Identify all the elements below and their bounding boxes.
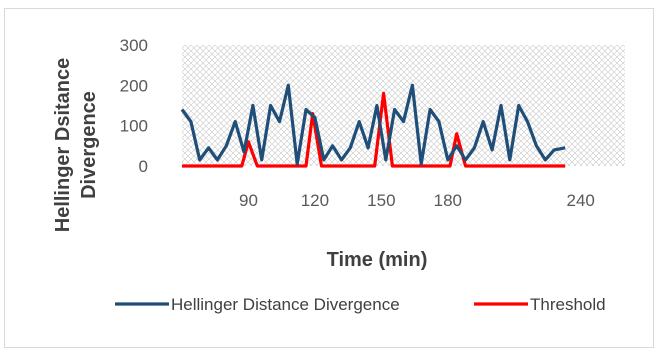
plot-area [182,45,625,166]
x-tick-labels: 90 120 150 180 240 [239,191,595,210]
y-axis-title-line-2: Divergence [78,91,100,199]
y-axis-title-line-1: Hellinger Dsitance [52,58,74,233]
series-line [182,91,566,168]
series-line [180,83,566,166]
x-tick-label: 180 [434,191,462,210]
y-tick-label: 300 [120,36,148,55]
y-tick-label: 100 [120,117,148,136]
x-tick-label: 240 [567,191,595,210]
x-tick-label: 150 [367,191,395,210]
chart-svg: 0 100 200 300 90 120 150 180 240 Hellinger Dsit… [52,36,625,314]
x-tick-label: 120 [301,191,329,210]
plot-background [182,45,625,166]
legend: Hellinger Distance Divergence Threshold [115,295,606,314]
y-tick-labels: 0 100 200 300 [120,36,148,176]
legend-label: Threshold [530,295,606,314]
x-tick-label: 90 [239,191,258,210]
y-tick-label: 0 [139,157,148,176]
x-axis-title: Time (min) [327,249,428,271]
chart-frame: 0 100 200 300 90 120 150 180 240 Hellinger Dsit… [4,8,654,348]
series-lines [180,83,566,168]
legend-label: Hellinger Distance Divergence [171,295,400,314]
y-tick-label: 200 [120,76,148,95]
